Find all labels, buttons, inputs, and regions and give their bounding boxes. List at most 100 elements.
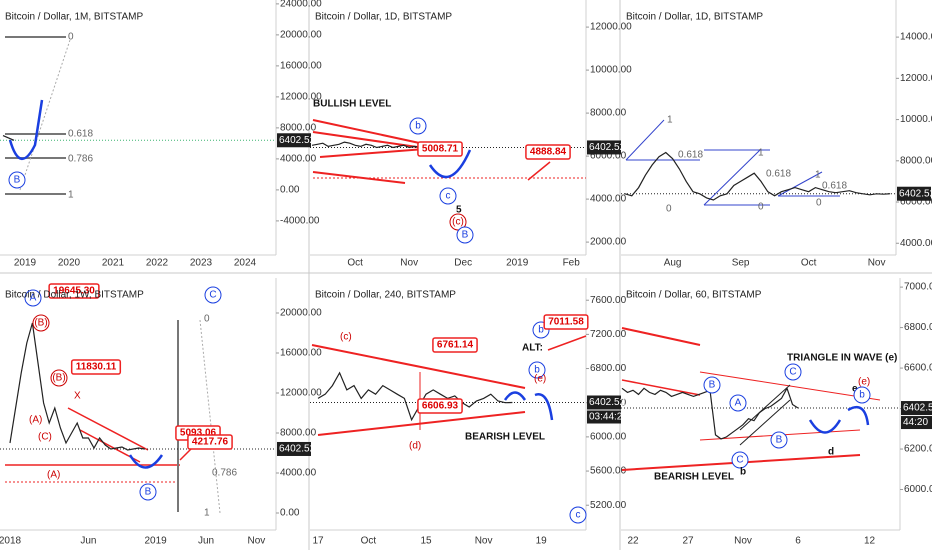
y-tick-label: 5200.00 — [590, 500, 627, 511]
x-tick-label: Sep — [732, 258, 750, 269]
wave-circle — [528, 361, 546, 379]
wave-label: c — [446, 191, 451, 202]
annotation: 0.786 — [68, 154, 93, 165]
last-price-label: 6402.52 — [899, 188, 932, 199]
wave-label: B — [709, 380, 716, 391]
chart-title: Bitcoin / Dollar, 1D, BITSTAMP — [315, 12, 452, 23]
price-callout: 19645.30 — [53, 286, 95, 297]
callout-box — [543, 314, 589, 330]
y-tick-label: -4000.00 — [280, 216, 320, 227]
wave-label: c — [576, 510, 581, 521]
annotation: (e) — [534, 374, 546, 385]
callout-box — [432, 337, 478, 353]
timer-box — [587, 410, 621, 424]
wave-label: B — [462, 230, 469, 241]
wave-label: (B) — [34, 318, 47, 329]
y-tick-label: 16000.00 — [280, 61, 322, 72]
y-tick-label: 20000.00 — [280, 308, 322, 319]
last-price-box — [587, 140, 621, 155]
y-tick-label: 10000.00 — [900, 114, 932, 125]
chart-title: Bitcoin / Dollar, 1W, BITSTAMP — [5, 290, 144, 301]
annotation: 1 — [815, 170, 821, 181]
x-tick-label: Dec — [454, 258, 472, 269]
annotation: (c) — [340, 332, 352, 343]
price-line — [311, 141, 421, 149]
y-tick-label: 0.00 — [280, 508, 300, 519]
callout-box — [187, 434, 233, 450]
x-tick-label: 17 — [312, 536, 324, 547]
wave-circle — [8, 171, 26, 189]
y-tick-label: 8000.00 — [590, 108, 627, 119]
wave-circle — [456, 226, 474, 244]
callout-box — [48, 283, 100, 299]
y-tick-label: 4000.00 — [900, 238, 932, 249]
wave-circle — [24, 289, 42, 307]
wave-label: b — [415, 121, 421, 132]
price-callout: 7011.58 — [548, 317, 584, 328]
x-tick-label: Nov — [475, 536, 493, 547]
wave-arrow — [8, 99, 44, 160]
wave-circle — [409, 117, 427, 135]
last-price-box — [277, 133, 311, 148]
drawing — [547, 335, 587, 351]
annotation: 0.618 — [678, 150, 703, 161]
x-tick-label: 2020 — [58, 258, 81, 269]
annotation: BEARISH LEVEL — [465, 432, 545, 443]
x-tick-label: Nov — [868, 258, 886, 269]
callout-box — [417, 398, 463, 414]
wave-label: b — [859, 390, 865, 401]
x-tick-label: 2019 — [144, 536, 167, 547]
wave-label: A — [30, 293, 37, 304]
annotation: 0.786 — [212, 468, 237, 479]
y-tick-label: 4000.00 — [590, 194, 627, 205]
callout-box — [525, 144, 571, 160]
chart-title: Bitcoin / Dollar, 1M, BITSTAMP — [5, 12, 144, 23]
last-price-box — [897, 186, 931, 201]
annotation: 0.618 — [68, 129, 93, 140]
wave-label: B — [145, 487, 152, 498]
price-callout: 5008.71 — [422, 144, 459, 155]
callout-box — [417, 141, 463, 157]
y-tick-label: 6200.00 — [904, 444, 932, 455]
y-tick-label: 6000.00 — [590, 151, 627, 162]
annotation: BEARISH LEVEL — [654, 472, 734, 483]
chart-title: Bitcoin / Dollar, 60, BITSTAMP — [626, 290, 762, 301]
annotation: (A) — [47, 470, 60, 481]
annotation: 0 — [68, 32, 74, 43]
wave-arrow — [808, 405, 870, 434]
drawing — [67, 407, 149, 451]
drawing — [699, 371, 881, 401]
x-tick-label: Oct — [361, 536, 377, 547]
price-callout: 4217.76 — [192, 437, 229, 448]
y-tick-label: 10000.00 — [590, 65, 632, 76]
y-tick-label: 5600.00 — [590, 466, 627, 477]
timer-box — [901, 416, 932, 430]
last-price-label: 6402.52 — [589, 397, 626, 408]
wave-circle — [50, 369, 68, 387]
wave-circle — [853, 386, 871, 404]
last-price-label: 6402.52 — [589, 142, 626, 153]
x-tick-label: Oct — [347, 258, 363, 269]
x-tick-label: Nov — [734, 536, 752, 547]
wave-label: (c) — [452, 217, 464, 228]
annotation: 0 — [758, 202, 764, 213]
y-tick-label: 7000.00 — [904, 282, 932, 293]
wave-label: (B) — [52, 373, 65, 384]
drawing — [739, 399, 791, 446]
wave-label: C — [209, 290, 216, 301]
annotation: b — [740, 467, 746, 478]
annotation: 0.618 — [822, 181, 847, 192]
drawing — [317, 411, 526, 436]
annotation: 0 — [816, 198, 822, 209]
annotation: 1 — [667, 115, 673, 126]
y-tick-label: 6000.00 — [900, 197, 932, 208]
wave-circle — [32, 314, 50, 332]
annotation: 0.618 — [766, 169, 791, 180]
wave-circle — [784, 363, 802, 381]
x-tick-label: Nov — [248, 536, 266, 547]
x-tick-label: 2024 — [234, 258, 257, 269]
drawing — [625, 119, 665, 161]
wave-circle — [439, 187, 457, 205]
x-tick-label: 2019 — [506, 258, 529, 269]
